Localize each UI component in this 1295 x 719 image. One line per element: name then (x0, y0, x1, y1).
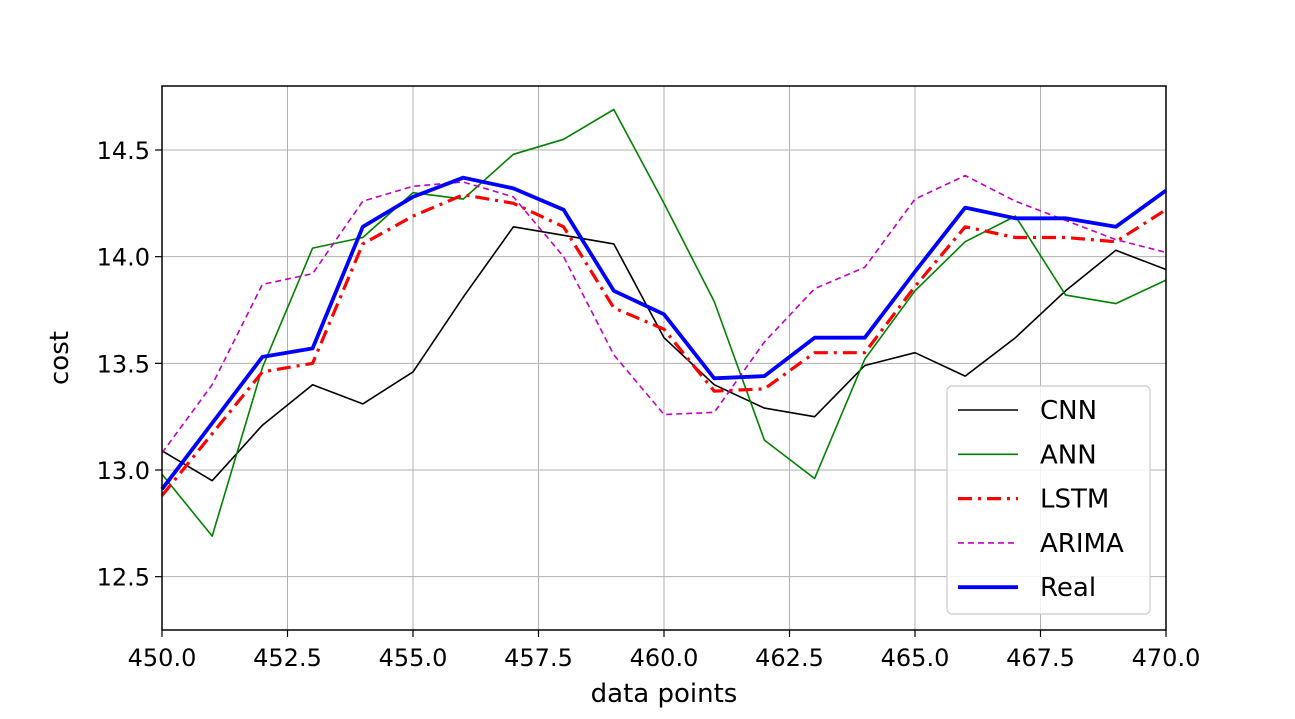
x-axis-ticks: 450.0 452.5 455.0 457.5 460.0 462.5 465.0 467.5… (128, 630, 1201, 672)
x-axis-label: data points (591, 679, 738, 709)
x-tick-label: 462.5 (755, 644, 824, 672)
legend-label-ann: ANN (1040, 440, 1097, 470)
series-line-cnn (161, 226, 1167, 482)
y-tick-label: 13.5 (97, 350, 150, 378)
x-tick-label: 450.0 (128, 644, 197, 672)
x-tick-label: 457.5 (504, 644, 573, 672)
y-tick-label: 12.5 (97, 564, 150, 592)
legend-label-arima: ARIMA (1040, 529, 1124, 559)
y-tick-label: 14.5 (97, 137, 150, 165)
x-tick-label: 465.0 (881, 644, 950, 672)
legend-label-real: Real (1040, 573, 1096, 603)
x-tick-label: 455.0 (379, 644, 448, 672)
legend-box (946, 385, 1151, 615)
series-line-lstm (160, 193, 1167, 497)
series-line-real (160, 175, 1168, 491)
legend-label-lstm: LSTM (1040, 485, 1109, 515)
y-tick-label: 13.0 (97, 457, 150, 485)
y-axis-label: cost (45, 331, 75, 385)
legend: CNN ANN LSTM ARIMA Real (946, 385, 1151, 615)
x-tick-label: 460.0 (630, 644, 699, 672)
series-lines (160, 108, 1168, 537)
x-tick-label: 470.0 (1132, 644, 1201, 672)
y-axis-ticks: 12.5 13.0 13.5 14.0 14.5 (97, 137, 162, 592)
y-tick-label: 14.0 (97, 244, 150, 272)
x-tick-label: 452.5 (253, 644, 322, 672)
legend-label-cnn: CNN (1040, 396, 1097, 426)
x-tick-label: 467.5 (1006, 644, 1075, 672)
series-line-ann (161, 108, 1167, 537)
